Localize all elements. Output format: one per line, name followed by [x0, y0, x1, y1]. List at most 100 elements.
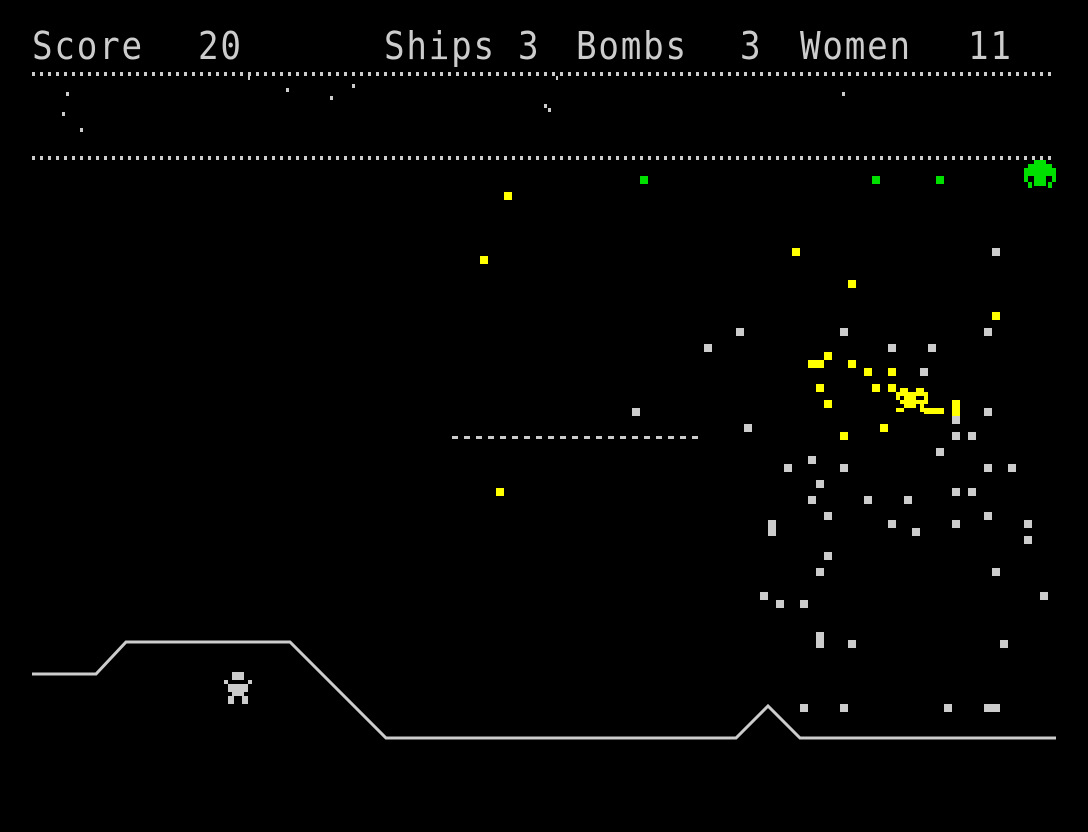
radar-border-dot [400, 72, 403, 76]
radar-border-dot [640, 156, 643, 160]
radar-border-dot [208, 156, 211, 160]
radar-border-dot [608, 72, 611, 76]
radar-border-dot [224, 156, 227, 160]
explosion-particle [824, 400, 832, 408]
radar-border-dot [1032, 72, 1035, 76]
radar-border-dot [680, 72, 683, 76]
bombs-value: 3 [740, 24, 763, 68]
explosion-particle [872, 384, 880, 392]
alien-shot [640, 176, 648, 184]
radar-border-dot [960, 156, 963, 160]
debris-particle [768, 520, 776, 536]
radar-border-dot [872, 72, 875, 76]
radar-border-dot [976, 156, 979, 160]
debris-particle [824, 552, 832, 560]
radar-border-dot [808, 156, 811, 160]
radar-border-dot [960, 72, 963, 76]
radar-border-dot [952, 72, 955, 76]
radar-border-dot [104, 156, 107, 160]
radar-border-dot [304, 156, 307, 160]
explosion-particle [808, 360, 816, 368]
radar-border-dot [568, 72, 571, 76]
radar-border-dot [144, 156, 147, 160]
radar-border-dot [384, 72, 387, 76]
radar-border-dot [56, 72, 59, 76]
radar-border-dot [744, 72, 747, 76]
radar-border-dot [392, 72, 395, 76]
laser-segment [656, 436, 662, 439]
radar-border-dot [888, 72, 891, 76]
radar-border-dot [88, 156, 91, 160]
radar-border-dot [872, 156, 875, 160]
radar-blip [842, 92, 845, 96]
radar-border-dot [792, 72, 795, 76]
explosion-particle [816, 384, 824, 392]
debris-particle [984, 328, 992, 336]
debris-particle [928, 344, 936, 352]
radar-border-dot [1008, 72, 1011, 76]
radar-border-dot [832, 72, 835, 76]
radar-border-dot [840, 72, 843, 76]
radar-border-dot [944, 72, 947, 76]
radar-border-dot [848, 72, 851, 76]
radar-border-dot [712, 72, 715, 76]
radar-border-dot [816, 156, 819, 160]
radar-border-dot [424, 156, 427, 160]
radar-border-dot [704, 156, 707, 160]
radar-border-dot [224, 72, 227, 76]
radar-border-dot [176, 72, 179, 76]
radar-border-dot [648, 156, 651, 160]
radar-border-dot [400, 156, 403, 160]
radar-border-dot [184, 72, 187, 76]
radar-marker [556, 76, 558, 80]
debris-particle [800, 600, 808, 608]
radar-border-dot [96, 156, 99, 160]
laser-segment [452, 436, 458, 439]
radar-border-dot [992, 156, 995, 160]
radar-border-dot [920, 72, 923, 76]
radar-border-dot [328, 156, 331, 160]
debris-particle [952, 488, 960, 496]
radar-border-dot [112, 72, 115, 76]
radar-border-dot [984, 156, 987, 160]
laser-segment [548, 436, 554, 439]
radar-border-dot [952, 156, 955, 160]
radar-border-dot [848, 156, 851, 160]
radar-border-dot [608, 156, 611, 160]
radar-scanner [32, 72, 1051, 160]
radar-border-dot [48, 156, 51, 160]
radar-border-dot [640, 72, 643, 76]
radar-border-dot [416, 72, 419, 76]
radar-border-dot [112, 156, 115, 160]
radar-border-dot [216, 156, 219, 160]
radar-border-dot [408, 72, 411, 76]
radar-border-dot [160, 72, 163, 76]
radar-border-dot [128, 72, 131, 76]
explosion-particle [496, 488, 504, 496]
radar-border-dot [368, 156, 371, 160]
radar-border-dot [856, 156, 859, 160]
radar-border-dot [456, 156, 459, 160]
debris-particle [1040, 592, 1048, 600]
radar-border-dot [832, 156, 835, 160]
explosion-particle [848, 280, 856, 288]
radar-border-dot [288, 156, 291, 160]
radar-border-dot [768, 72, 771, 76]
radar-border-dot [656, 156, 659, 160]
radar-border-dot [856, 72, 859, 76]
radar-border-dot [272, 72, 275, 76]
radar-border-dot [800, 156, 803, 160]
terrain [32, 640, 1056, 740]
radar-border-dot [776, 72, 779, 76]
debris-particle [1000, 640, 1008, 648]
radar-border-dot [136, 72, 139, 76]
radar-border-dot [200, 72, 203, 76]
debris-particle [944, 704, 952, 712]
radar-border-dot [544, 72, 547, 76]
explosion-particle [888, 368, 896, 376]
radar-border-dot [680, 156, 683, 160]
radar-border-dot [632, 156, 635, 160]
radar-border-dot [544, 156, 547, 160]
radar-border-dot [936, 72, 939, 76]
radar-border-dot [1016, 72, 1019, 76]
